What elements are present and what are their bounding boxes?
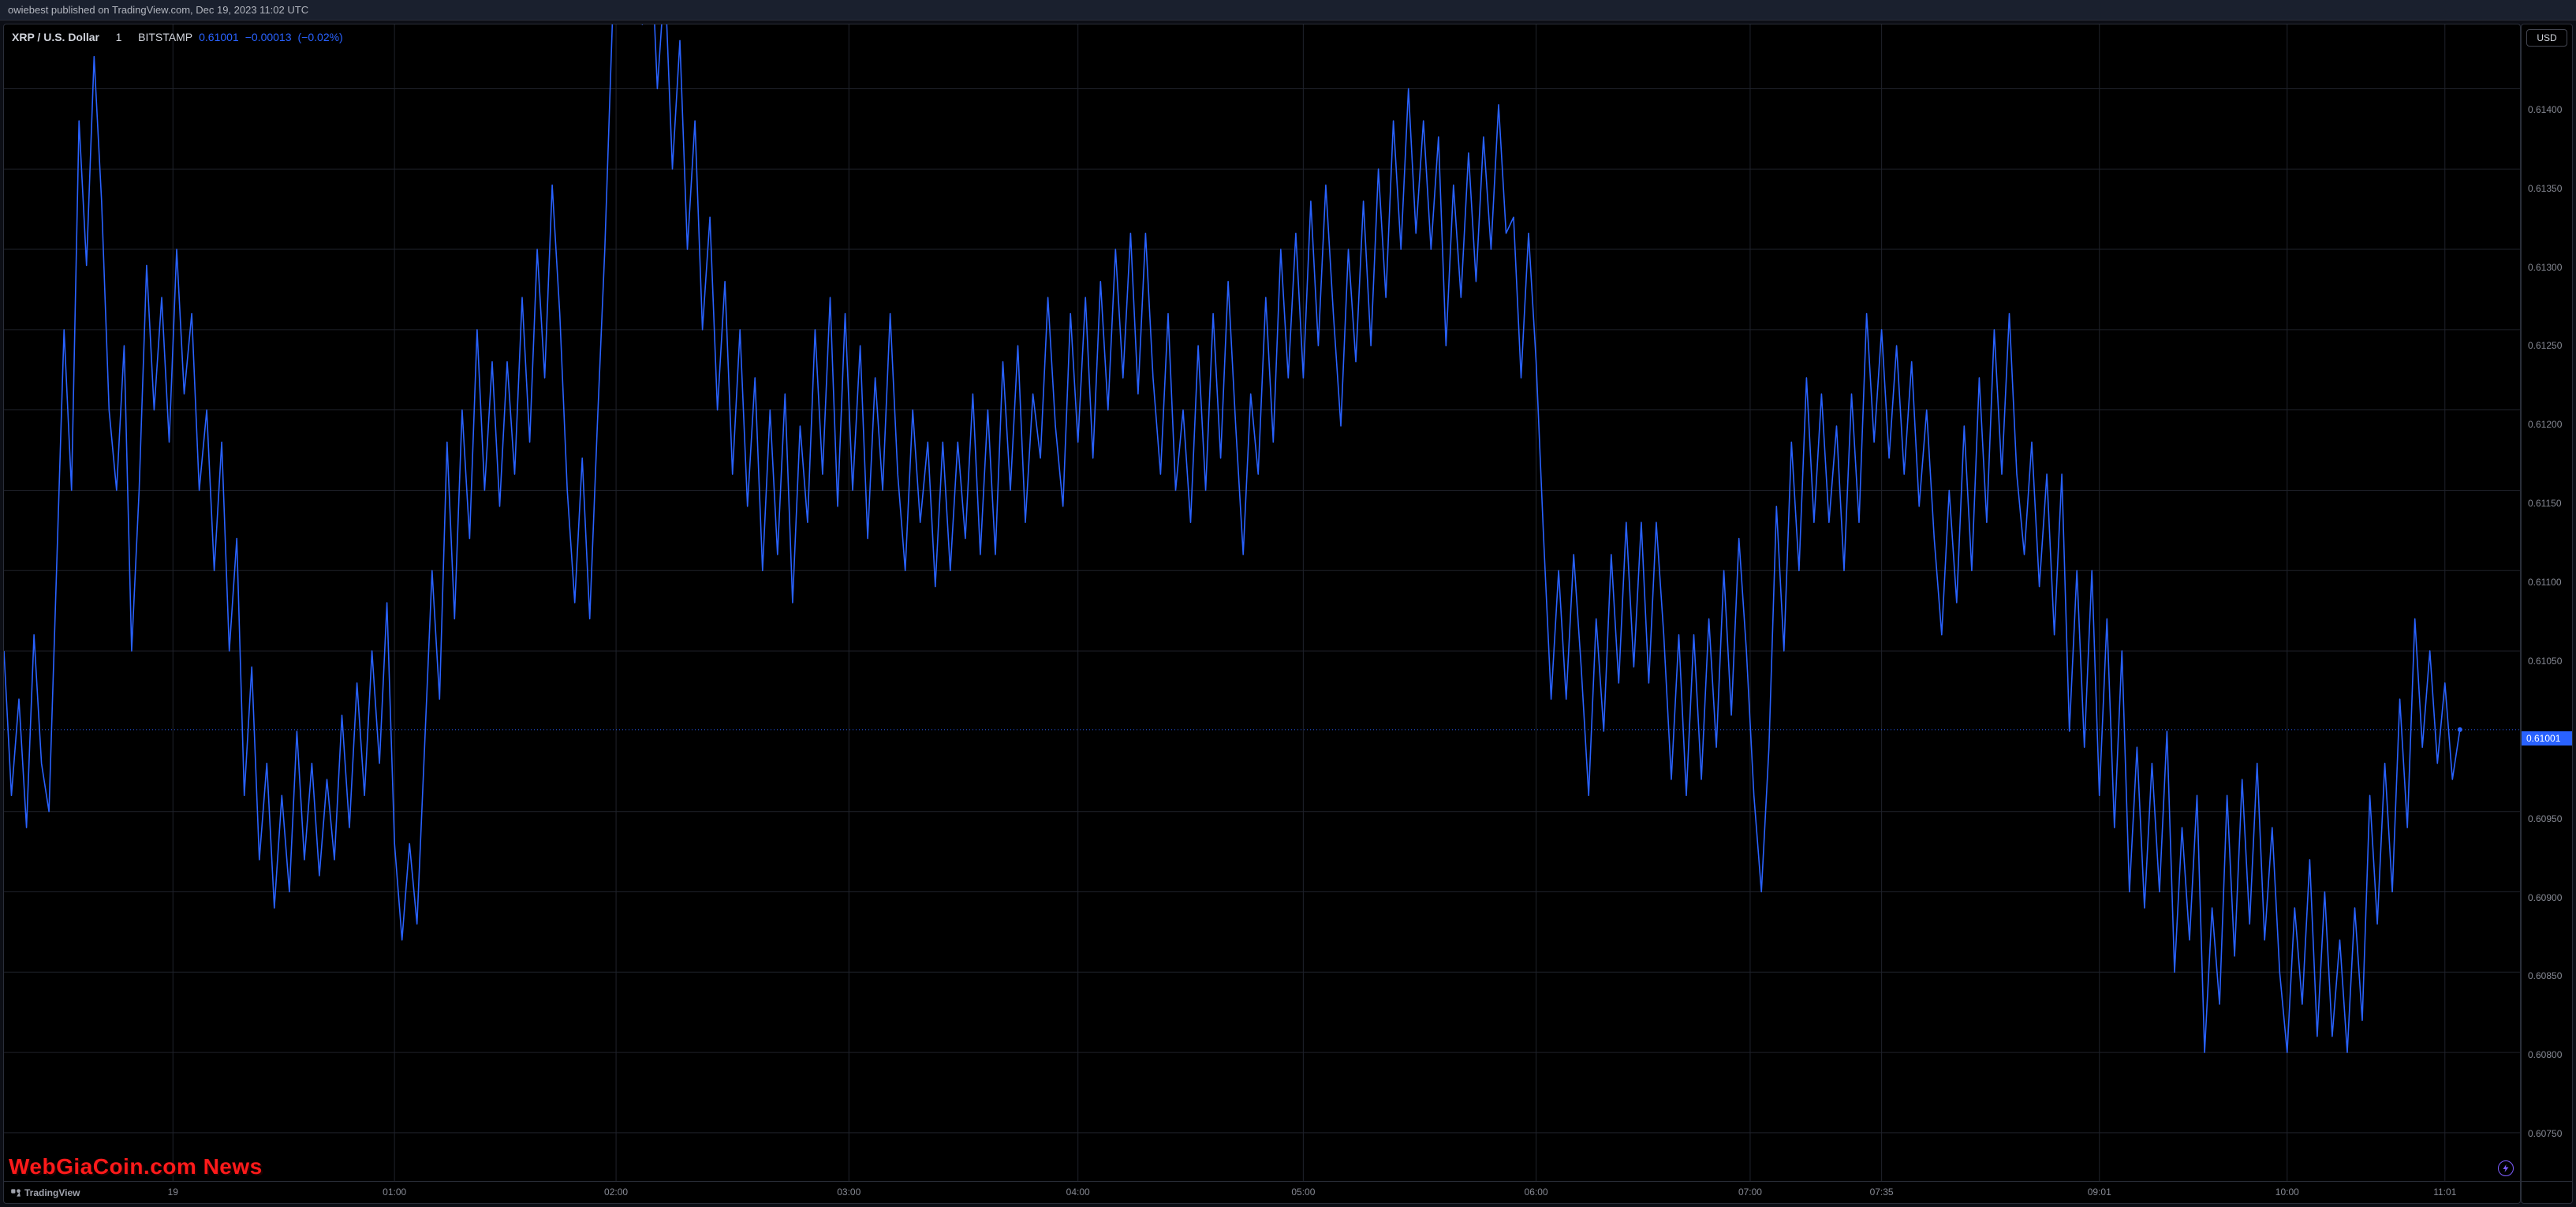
y-last-price: 0.61001: [2522, 731, 2572, 746]
legend-last: 0.61001: [199, 31, 239, 43]
legend-symbol[interactable]: XRP / U.S. Dollar: [12, 31, 99, 43]
price-scale[interactable]: USD 0.614000.613500.613000.612500.612000…: [2521, 24, 2573, 1204]
chart-legend: XRP / U.S. Dollar · 1 · BITSTAMP 0.61001…: [12, 31, 343, 43]
plot-area[interactable]: [4, 24, 2520, 1181]
y-tick: 0.61150: [2528, 498, 2562, 509]
y-tick: 0.61200: [2528, 419, 2562, 430]
y-tick: 0.61350: [2528, 183, 2562, 194]
legend-change-abs: −0.00013: [245, 31, 292, 43]
x-tick: 10:00: [2275, 1186, 2299, 1198]
y-tick: 0.61100: [2528, 577, 2562, 588]
x-tick: 04:00: [1066, 1186, 1090, 1198]
chart-panel[interactable]: XRP / U.S. Dollar · 1 · BITSTAMP 0.61001…: [3, 24, 2521, 1204]
x-tick: 01:00: [383, 1186, 406, 1198]
tradingview-badge-label: TradingView: [24, 1187, 80, 1198]
y-tick: 0.60950: [2528, 813, 2562, 824]
legend-sep2: ·: [128, 31, 132, 43]
x-tick: 11:01: [2433, 1186, 2456, 1198]
x-tick: 03:00: [837, 1186, 861, 1198]
y-tick: 0.61250: [2528, 340, 2562, 351]
publish-info-bar: owiebest published on TradingView.com, D…: [0, 0, 2576, 21]
legend-timeframe[interactable]: 1: [116, 31, 122, 43]
y-tick: 0.60850: [2528, 970, 2562, 981]
x-tick: 07:35: [1870, 1186, 1894, 1198]
y-axis-spacer: [2522, 1181, 2572, 1203]
y-axis-labels[interactable]: 0.61400 0.61350 0.61300 0.61250 0.61200 0.611…: [2522, 47, 2572, 1181]
y-tick: 0.61400: [2528, 104, 2562, 115]
x-tick: 02:00: [604, 1186, 628, 1198]
publish-info-text: owiebest published on TradingView.com, D…: [8, 4, 308, 16]
y-tick: 0.61050: [2528, 656, 2562, 667]
y-tick: 0.60750: [2528, 1128, 2562, 1139]
tradingview-badge[interactable]: TradingView: [10, 1187, 80, 1198]
y-tick: 0.60800: [2528, 1049, 2562, 1060]
legend-sep: ·: [106, 31, 110, 43]
y-tick: 0.61300: [2528, 262, 2562, 273]
x-tick: 06:00: [1525, 1186, 1548, 1198]
legend-change-pct: (−0.02%): [298, 31, 343, 43]
main-area: XRP / U.S. Dollar · 1 · BITSTAMP 0.61001…: [0, 21, 2576, 1207]
flash-icon[interactable]: [2498, 1160, 2514, 1176]
legend-exchange[interactable]: BITSTAMP: [138, 31, 192, 43]
app-root: owiebest published on TradingView.com, D…: [0, 0, 2576, 1207]
x-tick: 09:01: [2088, 1186, 2111, 1198]
x-tick: 07:00: [1738, 1186, 1762, 1198]
currency-button[interactable]: USD: [2526, 29, 2567, 47]
x-tick: 05:00: [1291, 1186, 1315, 1198]
x-axis[interactable]: 19 01:00 02:00 03:00 04:00 05:00 06:00 07:00 07:…: [4, 1181, 2520, 1203]
price-line-chart[interactable]: [4, 24, 2520, 1181]
y-tick: 0.60900: [2528, 892, 2562, 903]
x-tick: 19: [168, 1186, 178, 1198]
